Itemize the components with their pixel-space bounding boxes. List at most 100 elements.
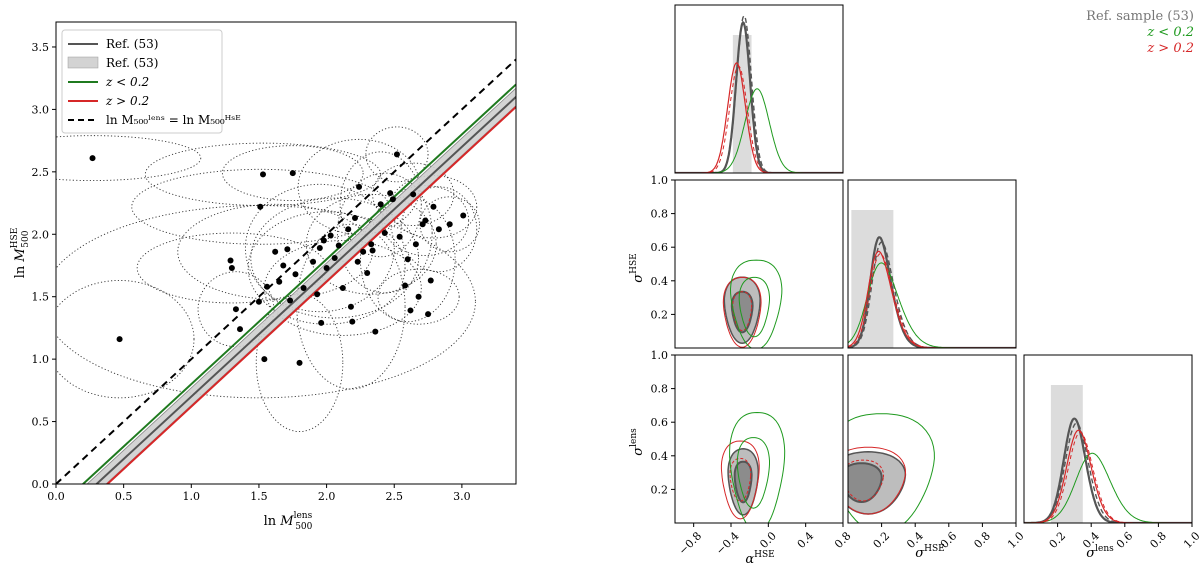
- data-point: [314, 291, 321, 298]
- data-point: [257, 203, 264, 210]
- highz-contour-68: [729, 457, 752, 502]
- error-ellipse: [377, 268, 460, 325]
- scatter-ylabel: ln MHSE500: [10, 228, 31, 279]
- error-ellipse: [400, 186, 478, 273]
- error-ellipse: [389, 175, 478, 239]
- data-point: [232, 306, 239, 313]
- corner-y-tick-label: 0.8: [651, 208, 669, 221]
- data-point: [320, 237, 327, 244]
- error-ellipses: [56, 126, 480, 433]
- data-point: [356, 183, 363, 190]
- corner-x-tick-label: 0.8: [1147, 529, 1169, 551]
- lowz-contour-95: [729, 259, 783, 348]
- y-tick-label: 1.0: [32, 353, 50, 366]
- y-tick-label: 3.5: [32, 41, 50, 54]
- x-tick-label: 2.5: [385, 490, 403, 503]
- corner-plot: −0.8 −0.4 0.0 0.4 0.8 0.2 0.4 0.6 0.8 1.0 0.2 0.4 0.…: [651, 4, 1200, 557]
- data-point: [369, 247, 376, 254]
- scatter-xlabel: ln Mlens 500: [264, 511, 313, 532]
- data-point: [284, 246, 291, 253]
- data-points: [89, 151, 467, 366]
- marginal-curve: [675, 14, 843, 173]
- data-point: [427, 277, 434, 284]
- contour-panel: [848, 413, 935, 523]
- data-point: [360, 248, 367, 255]
- corner-y-tick-label: 0.6: [651, 241, 669, 254]
- data-point: [387, 190, 394, 197]
- data-point: [349, 318, 356, 325]
- corner-x-tick-label: 0.8: [832, 529, 854, 551]
- corner-x-tick-label: 0.2: [1047, 529, 1069, 551]
- x-tick-label: 3.0: [453, 490, 471, 503]
- marginal-curve: [1024, 422, 1192, 523]
- corner-panel-frame: [674, 179, 844, 349]
- y-tick-label: 3.0: [32, 103, 50, 116]
- error-ellipse: [56, 135, 202, 182]
- data-point: [410, 191, 417, 198]
- data-point: [347, 303, 354, 310]
- legend-label-lowz: z < 0.2: [105, 75, 149, 89]
- corner-x-tick-label: −0.4: [713, 529, 741, 557]
- y-tick-label: 2.0: [32, 228, 50, 241]
- corner-y-tick-label: 1.0: [651, 349, 669, 362]
- data-point: [276, 278, 283, 285]
- marginal-panel: [848, 210, 1016, 348]
- data-point: [323, 264, 330, 271]
- error-ellipse: [263, 240, 422, 336]
- data-point: [339, 284, 346, 291]
- data-point: [460, 212, 467, 219]
- corner-y-tick-label: 0.6: [651, 416, 669, 429]
- corner-xlabel-sigma-hse: σHSE: [915, 544, 944, 561]
- data-point: [335, 242, 342, 249]
- corner-legend-highz: z > 0.2: [1146, 41, 1194, 56]
- ref-contour-68: [848, 462, 883, 504]
- data-point: [292, 271, 299, 278]
- lowz-contour-68: [738, 276, 770, 338]
- data-point: [116, 336, 123, 343]
- corner-x-tick-label: 0.4: [795, 529, 817, 551]
- error-ellipse: [305, 193, 437, 295]
- corner-legend: Ref. sample (53) z < 0.2 z > 0.2: [1086, 9, 1194, 56]
- error-ellipse: [339, 151, 422, 258]
- x-tick-label: 0.0: [47, 490, 65, 503]
- data-point: [430, 203, 437, 210]
- data-point: [407, 307, 414, 314]
- error-ellipse: [336, 172, 433, 294]
- data-point: [377, 201, 384, 208]
- corner-xlabel-alpha: αHSE: [745, 550, 774, 567]
- data-point: [310, 258, 317, 265]
- data-point: [327, 232, 334, 239]
- data-point: [415, 293, 422, 300]
- error-ellipse: [56, 280, 195, 399]
- error-ellipse: [250, 197, 420, 319]
- corner-panel-frame: [1023, 354, 1193, 524]
- data-point: [435, 226, 442, 233]
- data-point: [316, 245, 323, 252]
- data-point: [287, 297, 294, 304]
- data-point: [255, 298, 262, 305]
- marginal-curve: [1024, 452, 1192, 523]
- data-point: [264, 283, 271, 290]
- error-ellipse: [247, 211, 406, 325]
- marginal-curve: [1024, 429, 1192, 523]
- error-ellipse: [365, 126, 429, 183]
- corner-x-tick-label: 1.0: [1005, 529, 1027, 551]
- corner-x-tick-label: −0.8: [676, 529, 704, 557]
- error-ellipse: [244, 183, 395, 313]
- legend-label-highz: z > 0.2: [105, 94, 149, 108]
- y-tick-label: 1.5: [32, 291, 50, 304]
- y-tick-label: 0.5: [32, 416, 50, 429]
- error-ellipse: [255, 293, 344, 433]
- data-point: [404, 256, 411, 263]
- relation-line: [95, 96, 516, 484]
- scatter-frame: [55, 21, 517, 485]
- corner-legend-ref: Ref. sample (53): [1086, 9, 1194, 24]
- marginal-panel: [1024, 385, 1192, 523]
- lowz-contour-95: [848, 413, 935, 523]
- marginal-panel: [675, 14, 843, 173]
- data-point: [381, 230, 388, 237]
- data-point: [331, 254, 338, 261]
- legend-label-ref-band: Ref. (53): [106, 56, 158, 70]
- data-point: [260, 171, 266, 178]
